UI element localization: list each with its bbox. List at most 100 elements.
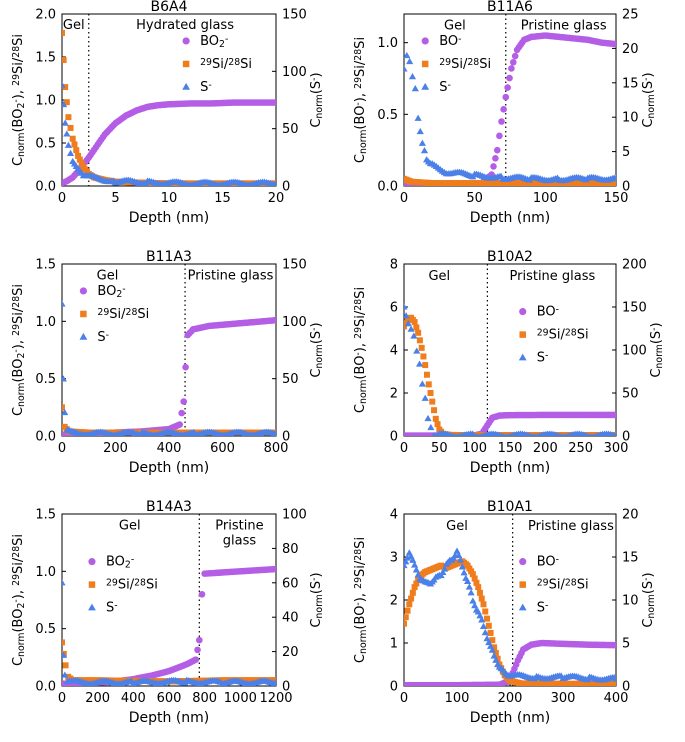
x-tick-label: 0 (400, 691, 408, 706)
label-part: Si/ (212, 57, 229, 72)
label-part: 29 (11, 324, 22, 336)
label-part: Si (353, 537, 368, 549)
x-axis-label: Depth (nm) (470, 710, 551, 726)
label-part: C (641, 619, 656, 628)
label-part: ), (11, 86, 26, 99)
data-point (432, 415, 439, 422)
data-point (407, 325, 415, 332)
label-part: - (309, 327, 320, 330)
y-right-tick-label: 50 (622, 387, 639, 402)
label-part: (S (309, 81, 324, 94)
label-part: BO (537, 305, 556, 320)
y-right-tick-label: 100 (282, 65, 307, 80)
data-point (484, 615, 491, 622)
y-right-axis-label: Cnorm(S-) (649, 322, 665, 377)
data-point (75, 152, 82, 159)
legend-label: 29Si/28Si (537, 577, 589, 592)
y-right-tick-label: 100 (282, 315, 307, 330)
y-right-tick-label: 40 (282, 611, 299, 626)
label-part: Si (577, 578, 589, 593)
chart-panel-3: B11A3 0 200 400 600 800 0.0 0.5 1.0 1.5 0 50 100 150 D… (11, 249, 325, 476)
label-part: ) (649, 322, 664, 327)
label-part: 2 (125, 560, 131, 571)
data-point (492, 650, 499, 657)
y-right-axis-label: Cnorm(S-) (309, 322, 325, 377)
y-left-axis-label: Cnorm(BO2-), 29Si/28Si (11, 534, 27, 666)
data-point (422, 362, 429, 369)
x-tick-label: 20 (268, 191, 285, 206)
legend-label: S- (537, 350, 549, 365)
label-part: S (200, 80, 208, 95)
legend-label: 29Si/28Si (537, 327, 589, 342)
data-point (425, 381, 432, 388)
data-point (404, 607, 411, 614)
label-part: - (309, 77, 320, 80)
data-point (62, 29, 65, 36)
x-tick-label: 0 (400, 191, 408, 206)
y-left-axis-label: Cnorm(BO-), 29Si/28Si (353, 537, 369, 663)
y-right-tick-label: 5 (622, 637, 630, 652)
label-part: (S (309, 581, 324, 594)
chart-panel-5: B14A3 0 200 400 600 800 1000 1200 0.0 0.5 1.0 1.5 0 2… (11, 499, 325, 726)
data-point (439, 568, 447, 575)
x-tick-label: 0 (58, 441, 66, 456)
label-part: 29 (353, 77, 364, 89)
label-part: ), (353, 89, 368, 102)
region-label: Pristine glass (188, 268, 274, 283)
label-part: S (537, 601, 545, 616)
data-point (424, 414, 432, 422)
legend-label: 29Si/28Si (106, 577, 158, 592)
label-part: Si (11, 284, 26, 296)
label-part: - (353, 352, 364, 355)
data-point (194, 646, 201, 654)
x-tick-label: 600 (157, 691, 182, 706)
y-right-tick-label: 0 (622, 680, 630, 695)
y-left-tick-label: 0.5 (35, 137, 56, 152)
data-point (410, 332, 418, 339)
y-right-tick-label: 0 (282, 430, 290, 445)
x-tick-label: 300 (551, 691, 576, 706)
label-part: S (439, 80, 447, 95)
data-point (420, 146, 429, 154)
data-point (62, 300, 66, 307)
label-part: S (97, 330, 105, 345)
data-point (473, 579, 480, 586)
data-point (412, 566, 420, 573)
data-point (464, 577, 472, 585)
y-right-tick-label: 15 (622, 76, 639, 91)
label-part: 28 (467, 57, 479, 68)
label-part: 29 (439, 57, 451, 68)
y-left-tick-label: 4 (390, 508, 398, 523)
data-point (423, 371, 430, 378)
y-left-tick-label: 1.0 (35, 565, 56, 580)
x-tick-label: 50 (431, 441, 448, 456)
y-left-tick-label: 0.5 (377, 108, 398, 123)
data-point (480, 601, 487, 608)
data-point (404, 323, 407, 330)
x-tick-label: 400 (604, 691, 629, 706)
x-axis-label: Depth (nm) (129, 710, 210, 726)
label-part: Si (353, 287, 368, 299)
y-left-tick-label: 2.0 (35, 8, 56, 23)
label-part: - (641, 77, 652, 80)
plot-frame (403, 513, 617, 687)
data-point (73, 147, 80, 154)
data-point (613, 180, 616, 186)
region-label: Gel (63, 18, 85, 33)
label-part: Si/ (549, 328, 566, 343)
legend-marker (519, 331, 526, 338)
data-point (413, 324, 420, 331)
label-part: Si (479, 57, 491, 72)
y-right-axis-label: Cnorm(S-) (641, 572, 657, 627)
label-part: BO (200, 34, 219, 49)
x-tick-label: 200 (498, 691, 523, 706)
y-right-tick-label: 0 (282, 180, 290, 195)
label-part: Si/ (11, 307, 26, 324)
label-part: C (353, 404, 368, 413)
y-right-tick-label: 20 (622, 508, 639, 523)
data-point (404, 614, 409, 621)
data-point (408, 595, 415, 602)
legend-marker (518, 353, 527, 361)
